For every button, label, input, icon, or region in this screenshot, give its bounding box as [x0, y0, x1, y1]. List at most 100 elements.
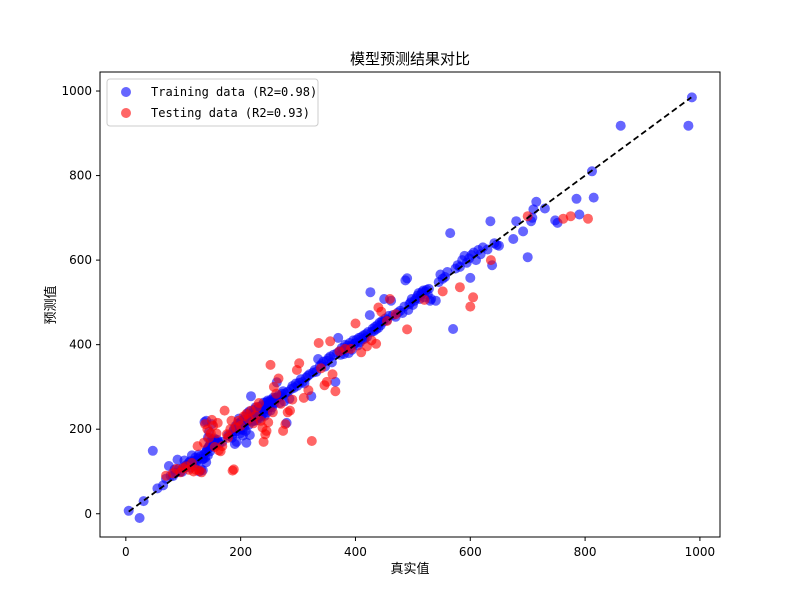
training-point [508, 234, 519, 244]
testing-point [384, 294, 395, 304]
training-point [588, 192, 599, 203]
training-point [364, 310, 375, 321]
y-tick-label: 0 [84, 507, 92, 521]
training-point [683, 120, 694, 131]
testing-point [316, 363, 326, 374]
testing-point [211, 428, 222, 439]
training-point [402, 273, 413, 284]
testing-point [280, 419, 291, 430]
testing-point [321, 376, 332, 387]
x-tick-label: 800 [574, 545, 597, 559]
testing-point [287, 394, 298, 405]
testing-point [235, 420, 246, 431]
testing-point [376, 306, 387, 317]
testing-point [565, 211, 576, 222]
legend-box [106, 78, 319, 127]
training-point [330, 376, 341, 387]
testing-point [294, 358, 305, 369]
testing-point [265, 359, 276, 370]
legend-marker-testing [121, 108, 131, 118]
training-point [465, 272, 476, 283]
training-point [615, 120, 626, 131]
x-axis-label: 真实值 [390, 561, 429, 577]
y-tick-label: 800 [69, 169, 92, 183]
training-point [448, 324, 459, 334]
y-axis-label: 预测值 [43, 285, 59, 324]
x-tick-label: 600 [459, 545, 482, 559]
x-tick-label: 400 [344, 545, 367, 559]
axes-frame [99, 71, 721, 538]
testing-point [285, 405, 295, 416]
testing-point [219, 405, 230, 416]
y-tick-label: 600 [69, 253, 92, 267]
testing-point [263, 417, 274, 428]
training-point [134, 513, 145, 523]
plot-area [123, 92, 697, 523]
testing-point [228, 464, 239, 475]
testing-point [298, 392, 309, 403]
legend-label-testing: Testing data (R2=0.93) [151, 106, 310, 120]
testing-point [275, 398, 286, 409]
testing-point [485, 255, 496, 266]
ideal-fit-dashed-line [128, 96, 692, 513]
legend-label-training: Training data (R2=0.98) [151, 85, 317, 99]
training-point [246, 391, 256, 402]
testing-point [465, 301, 476, 312]
training-point [686, 92, 697, 103]
training-point [571, 193, 582, 204]
legend: Training data (R2=0.98) Testing data (R2… [106, 78, 319, 127]
training-point [531, 196, 542, 207]
testing-point [196, 467, 207, 478]
testing-point [306, 436, 317, 446]
testing-point [217, 441, 228, 452]
testing-point [254, 398, 264, 408]
testing-point [267, 407, 278, 418]
testing-point [371, 338, 382, 349]
testing-point [402, 324, 413, 335]
testing-point [522, 211, 533, 222]
testing-point [583, 213, 593, 224]
training-point [423, 283, 434, 294]
training-point [574, 209, 585, 220]
training-point [485, 216, 496, 227]
testing-point [271, 388, 282, 399]
legend-marker-training [121, 87, 131, 97]
testing-point [273, 373, 284, 384]
training-point [147, 445, 158, 456]
training-point [365, 287, 376, 298]
testing-point [325, 336, 336, 347]
testing-point [327, 369, 338, 380]
training-point [494, 240, 504, 251]
testing-point [313, 338, 324, 348]
y-axis-ticks: 0 200 400 600 800 1000 [61, 84, 100, 521]
y-tick-label: 1000 [61, 84, 92, 98]
x-tick-label: 0 [122, 545, 130, 559]
x-axis-ticks: 0 200 400 600 800 1000 [122, 537, 715, 559]
testing-points-group [161, 211, 593, 481]
testing-point [454, 282, 465, 293]
testing-point [212, 417, 223, 428]
training-point [482, 244, 493, 255]
training-point [522, 252, 533, 263]
testing-point [437, 286, 448, 297]
training-point [333, 332, 344, 343]
testing-point [350, 318, 361, 329]
training-point [241, 437, 252, 448]
y-tick-label: 200 [69, 422, 92, 436]
testing-point [303, 385, 314, 396]
x-tick-label: 200 [229, 545, 252, 559]
training-point [430, 295, 441, 306]
testing-point [261, 425, 272, 436]
training-point [445, 228, 456, 239]
testing-point [419, 294, 430, 305]
training-point [244, 430, 255, 441]
training-point [518, 226, 529, 237]
y-tick-label: 400 [69, 338, 92, 352]
testing-point [468, 292, 479, 303]
x-tick-label: 1000 [685, 545, 716, 559]
testing-point [258, 436, 269, 447]
chart-title: 模型预测结果对比 [350, 50, 470, 68]
testing-point [330, 386, 341, 397]
training-point [231, 436, 242, 447]
